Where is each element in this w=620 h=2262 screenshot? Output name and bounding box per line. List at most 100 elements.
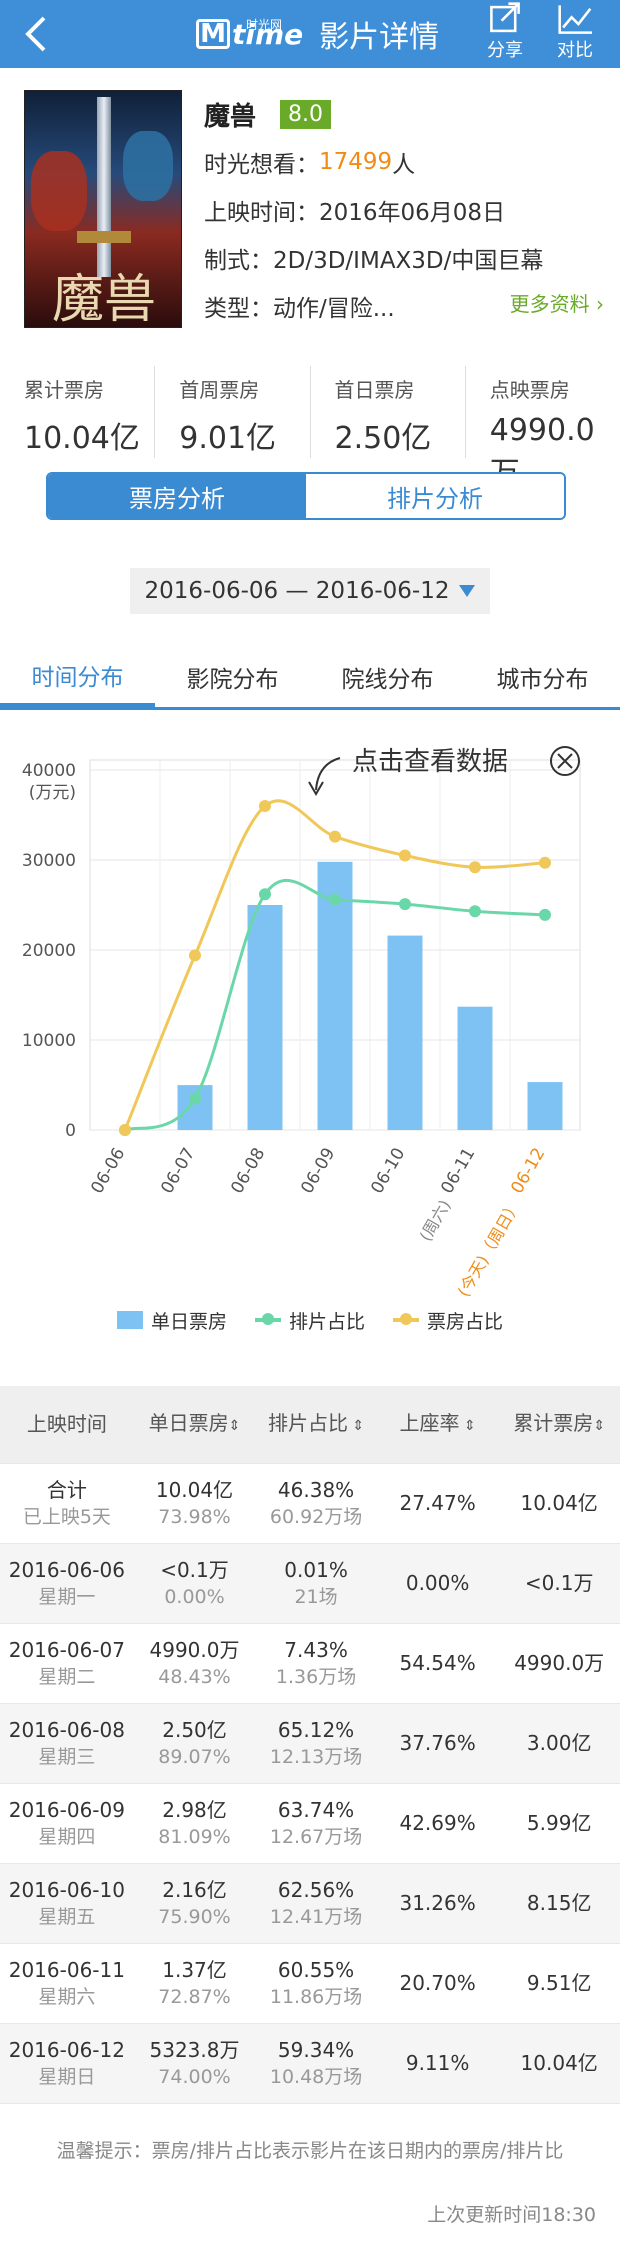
stat-total: 累计票房 10.04亿 <box>0 366 156 458</box>
table-cell: 2.50亿 89.07% <box>134 1717 256 1771</box>
movie-name: 魔兽 <box>204 101 257 132</box>
chart-svg: 40000 30000 20000 10000 0 (万元) 06-06 06-07 06-08… <box>22 746 581 1300</box>
cell-main: 4990.0万 <box>149 1637 240 1662</box>
tab-chain[interactable]: 院线分布 <box>341 666 434 693</box>
movie-title-row: 魔兽 8.0 <box>204 90 604 138</box>
table-cell: 3.00亿 <box>498 1730 620 1757</box>
header-schedule[interactable]: 排片占比 ⇕ <box>267 1410 365 1435</box>
cell-main: 27.47% <box>399 1491 476 1515</box>
table-cell: 4990.0万 48.43% <box>134 1637 256 1691</box>
tab-city[interactable]: 城市分布 <box>496 666 589 693</box>
x-tick-label: 06-07 <box>157 1145 199 1198</box>
compare-button[interactable]: 对比 <box>540 2 610 66</box>
line-point <box>259 800 271 812</box>
table-row: 2016-06-12 星期日 5323.8万 74.00% 59.34% 10.48万场 9… <box>0 2024 620 2104</box>
bar <box>177 1085 213 1130</box>
x-tick-label: 06-12 <box>507 1145 549 1198</box>
dropdown-triangle-icon <box>459 585 476 597</box>
cell-main: 2.50亿 <box>162 1717 227 1742</box>
table-cell: 1.37亿 72.87% <box>134 1957 256 2011</box>
table-cell: 0.01% 21场 <box>255 1557 377 1611</box>
box-office-chart[interactable]: 40000 30000 20000 10000 0 (万元) 06-06 06-07 06-08… <box>0 720 620 1320</box>
cell-sub: 72.87% <box>158 1985 231 2008</box>
share-icon <box>490 2 520 33</box>
line-point <box>469 861 481 874</box>
table-cell: 4990.0万 <box>498 1650 620 1677</box>
segment-box-office[interactable]: 票房分析 <box>48 474 306 518</box>
cell-main: 31.26% <box>399 1891 476 1915</box>
y-tick-label: 20000 <box>22 941 76 961</box>
chart-legend: 单日票房 排片占比 票房占比 <box>0 1300 620 1340</box>
page-title: 影片详情 <box>319 20 440 55</box>
stat-first-day: 首日票房 2.50亿 <box>311 366 466 458</box>
format-label: 制式： <box>204 248 273 274</box>
sort-icon: ⇕ <box>347 1417 365 1434</box>
line-point <box>259 888 271 901</box>
cell-main: 42.69% <box>399 1811 476 1835</box>
top-bar: M time 时光网 影片详情 分享 对比 <box>0 0 620 68</box>
cell-main: 10.04亿 <box>155 1477 234 1502</box>
cell-main: 59.34% <box>277 2037 355 2062</box>
header-date[interactable]: 上映时间 <box>26 1412 107 1436</box>
legend-line-swatch <box>393 1313 419 1325</box>
cell-sub: 12.13万场 <box>269 1745 363 1768</box>
series-line <box>123 799 546 1131</box>
table-row: 2016-06-07 星期二 4990.0万 48.43% 7.43% 1.36万场 54.… <box>0 1624 620 1704</box>
cell-sub: 已上映5天 <box>22 1505 111 1528</box>
logo-sub: 时光网 <box>246 18 283 32</box>
table-cell: 46.38% 60.92万场 <box>255 1477 377 1531</box>
cell-sub: 星期一 <box>38 1585 96 1608</box>
table-cell: 5.99亿 <box>498 1810 620 1837</box>
header-occupancy[interactable]: 上座率 ⇕ <box>399 1410 476 1435</box>
back-chevron-icon <box>25 16 46 52</box>
poster-title: 魔兽 <box>51 270 156 328</box>
table-cell: <0.1万 0.00% <box>134 1557 256 1611</box>
stat-label: 累计票房 <box>24 378 104 402</box>
tab-cinema[interactable]: 影院分布 <box>186 666 279 693</box>
legend-line-swatch <box>254 1313 281 1325</box>
line-point <box>189 1092 201 1105</box>
genre-label: 类型： <box>204 296 273 322</box>
bar <box>247 905 283 1130</box>
more-info-link[interactable]: 更多资料 › <box>509 292 604 316</box>
segment-schedule[interactable]: 排片分析 <box>306 474 564 518</box>
top-actions: 分享 对比 <box>470 2 610 66</box>
table-row: 2016-06-11 星期六 1.37亿 72.87% 60.55% 11.86万场 20.… <box>0 1944 620 2024</box>
cell-main: 2016-06-09 <box>8 1797 125 1822</box>
x-tick-label: 06-11 <box>437 1145 479 1198</box>
stat-value: 2.50亿 <box>334 421 432 456</box>
line-point <box>399 898 411 911</box>
y-unit-label: (万元) <box>29 783 76 803</box>
cell-sub: 星期日 <box>38 2065 96 2088</box>
tab-time[interactable]: 时间分布 <box>0 646 155 707</box>
cell-sub: 73.98% <box>158 1505 231 1528</box>
header-cumulative[interactable]: 累计票房⇕ <box>513 1410 606 1435</box>
movie-poster[interactable]: 魔兽 <box>24 90 182 328</box>
cell-sub: 89.07% <box>158 1745 231 1768</box>
cell-main: 65.12% <box>277 1717 355 1742</box>
box-office-stats: 累计票房 10.04亿 首周票房 9.01亿 首日票房 2.50亿 点映票房 4… <box>0 366 620 491</box>
x-tick-label: 06-10 <box>367 1145 409 1198</box>
cell-sub: 11.86万场 <box>269 1985 363 2008</box>
share-button[interactable]: 分享 <box>470 2 540 66</box>
chart-annotation: 点击查看数据 <box>352 747 508 777</box>
cell-main: 3.00亿 <box>526 1731 592 1755</box>
x-tick-label: 06-08 <box>227 1145 269 1198</box>
x-tick-label: 06-09 <box>297 1145 339 1198</box>
cell-sub: 48.43% <box>158 1665 231 1688</box>
table-row: 2016-06-09 星期四 2.98亿 81.09% 63.74% 12.67万场 42.… <box>0 1784 620 1864</box>
movie-meta: 魔兽 8.0 时光想看： 17499 人 上映时间： 2016年06月08日 制… <box>204 90 604 330</box>
table-cell: 2.98亿 81.09% <box>134 1797 256 1851</box>
table-cell: 37.76% <box>377 1730 499 1757</box>
back-button[interactable] <box>14 8 58 60</box>
date-range-selector[interactable]: 2016-06-06 — 2016-06-12 <box>130 568 490 614</box>
cell-main: 5.99亿 <box>526 1811 592 1835</box>
cell-main: <0.1万 <box>524 1571 594 1595</box>
table-cell: 2016-06-10 星期五 <box>0 1877 134 1931</box>
table-cell: 59.34% 10.48万场 <box>255 2037 377 2091</box>
bar <box>317 861 353 1130</box>
analysis-segment: 票房分析 排片分析 <box>46 472 566 520</box>
cell-main: 37.76% <box>399 1731 476 1755</box>
cell-sub: 星期六 <box>38 1985 96 2008</box>
header-daily[interactable]: 单日票房⇕ <box>148 1410 241 1435</box>
